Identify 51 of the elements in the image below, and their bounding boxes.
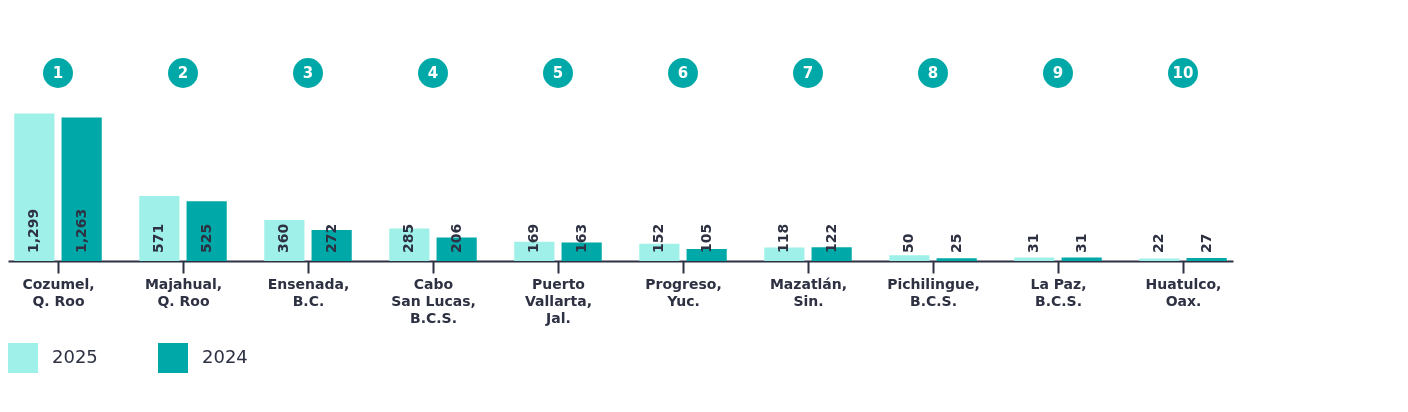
data-label: 31	[1025, 233, 1042, 253]
data-label: 571	[150, 223, 167, 253]
data-label: 169	[525, 223, 542, 253]
text: 8	[927, 64, 939, 82]
data-label: 118	[775, 223, 792, 253]
data-label: 105	[697, 223, 714, 253]
data-label: 25	[947, 233, 964, 253]
data-label: 122	[822, 223, 839, 253]
bar	[936, 258, 977, 261]
text: 9	[1052, 64, 1064, 82]
bar	[1014, 257, 1055, 261]
data-label: 272	[322, 223, 339, 253]
data-label: 360	[275, 223, 292, 253]
data-label: 1,263	[72, 208, 89, 253]
data-label: 50	[900, 233, 917, 253]
data-label: 1,299	[25, 208, 42, 253]
x-tick-label: Puerto Vallarta, Jal.	[525, 275, 592, 326]
data-label: 525	[197, 223, 214, 253]
text: 1	[52, 64, 64, 82]
bar	[1186, 257, 1227, 261]
x-tick-label: Ensenada, B.C.	[267, 275, 350, 309]
data-label: 152	[650, 223, 667, 253]
text: 2	[177, 64, 189, 82]
data-label: 163	[572, 223, 589, 253]
x-tick-label: Progreso, Yuc.	[645, 275, 722, 309]
legend-label: 2025	[52, 346, 98, 367]
data-label: 206	[447, 223, 464, 253]
text: 5	[552, 64, 564, 82]
text: 7	[802, 64, 814, 82]
data-label: 22	[1150, 233, 1167, 253]
bar	[186, 201, 227, 261]
bar	[61, 117, 102, 261]
x-tick-label: Cabo San Lucas, B.C.S.	[391, 275, 476, 326]
x-tick-label: Cozumel, Q. Roo	[22, 275, 95, 309]
text: 6	[677, 64, 689, 82]
text: 4	[427, 64, 439, 82]
bar	[1061, 257, 1102, 261]
data-label: 27	[1197, 233, 1214, 253]
x-tick-label: Majahual, Q. Roo	[144, 275, 223, 309]
bar	[14, 113, 55, 261]
bar	[889, 255, 930, 261]
text: 3	[302, 64, 314, 82]
text: 10	[1172, 64, 1194, 82]
x-tick-label: Mazatlán, Sin.	[769, 275, 848, 309]
x-tick-label: La Paz, B.C.S.	[1030, 275, 1087, 309]
data-label: 285	[400, 223, 417, 253]
bar	[139, 196, 180, 261]
x-tick-label: Pichilingue, B.C.S.	[887, 275, 980, 309]
data-label: 31	[1072, 233, 1089, 253]
x-tick-label: Huatulco, Oax.	[1145, 275, 1222, 309]
legend-label: 2024	[202, 346, 248, 367]
